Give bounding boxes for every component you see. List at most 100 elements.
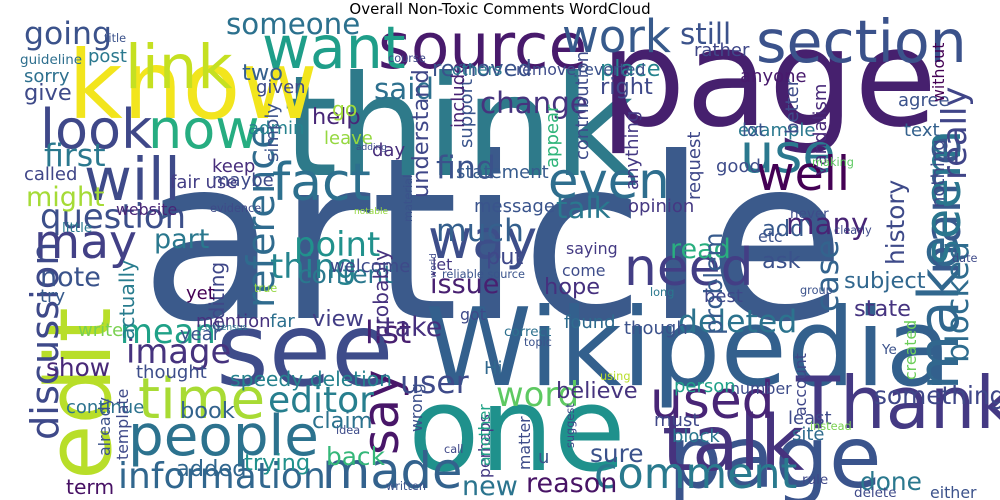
cloud-word: far [270, 311, 295, 332]
cloud-word: source [378, 10, 587, 83]
cloud-word: now [148, 98, 259, 161]
cloud-word: editor [268, 380, 374, 421]
cloud-word: point [294, 225, 380, 264]
cloud-word: state [854, 296, 911, 322]
cloud-word: made [322, 442, 462, 500]
cloud-word: right [600, 74, 653, 100]
cloud-word: given [256, 77, 306, 98]
cloud-word: already [95, 397, 114, 456]
cloud-word: vandalism [810, 84, 831, 176]
cloud-word: fair use [170, 172, 237, 193]
cloud-word: reliable source [442, 268, 525, 281]
cloud-word: site [792, 424, 825, 445]
cloud-word: help [312, 104, 361, 130]
cloud-word: people [128, 404, 319, 469]
cloud-word: someone [226, 7, 360, 41]
cloud-word: template [113, 389, 132, 460]
cloud-word: book [180, 398, 235, 424]
cloud-word: year [180, 324, 221, 345]
cloud-word: said [374, 72, 434, 106]
cloud-word: history [881, 180, 910, 265]
cloud-word: evidence [210, 202, 261, 215]
cloud-word: Hi [484, 358, 503, 379]
cloud-word: yet [186, 283, 215, 304]
cloud-word: time [138, 367, 265, 432]
cloud-word: remove [516, 60, 576, 79]
cloud-word: though [624, 318, 688, 339]
cloud-word: little [62, 220, 92, 236]
cloud-word: world [429, 253, 439, 278]
cloud-word: view [312, 306, 364, 332]
cloud-word: found [564, 312, 616, 333]
cloud-word: reason [526, 468, 617, 499]
cloud-word: mention [196, 311, 271, 332]
cloud-word: making [812, 156, 854, 169]
cloud-word: going [24, 16, 112, 52]
cloud-word: least [788, 408, 832, 429]
cloud-word: Wikipedia [425, 286, 952, 411]
cloud-word: group [800, 284, 833, 297]
cloud-word: never [790, 206, 829, 222]
cloud-word: find [436, 150, 496, 186]
cloud-word: clearly [834, 224, 872, 237]
cloud-word: page [668, 409, 882, 500]
cloud-word: name [914, 135, 972, 275]
cloud-word: added [176, 456, 246, 482]
cloud-word: information [118, 456, 326, 497]
cloud-word: anyone [740, 66, 807, 87]
cloud-word: correct [504, 324, 551, 340]
cloud-word: date [952, 252, 978, 265]
cloud-word: using [600, 370, 631, 383]
cloud-word: reference [239, 125, 284, 308]
cloud-word: section [756, 8, 967, 76]
cloud-word: will [84, 146, 181, 214]
cloud-word: anything [622, 111, 643, 190]
cloud-word: website [116, 200, 177, 219]
cloud-word: understand [408, 69, 434, 198]
cloud-word: go [332, 97, 357, 121]
cloud-word: opinion [628, 196, 694, 217]
cloud-word: adding [356, 143, 387, 153]
cloud-word: change [480, 86, 588, 120]
cloud-word: instead [810, 420, 852, 433]
cloud-word: back [326, 442, 386, 471]
cloud-word: come [562, 261, 605, 280]
cloud-word: simply [262, 103, 283, 162]
cloud-word: actually [115, 260, 139, 340]
cloud-word: think [283, 46, 634, 208]
cloud-word: thing [270, 247, 357, 286]
cloud-word: block [672, 426, 720, 447]
cloud-word: guideline [20, 52, 82, 68]
cloud-word: idea [336, 424, 360, 437]
cloud-word: believe [556, 378, 638, 404]
cloud-word: rather [694, 40, 750, 61]
cloud-word: Thank [795, 361, 1000, 445]
cloud-word: welcome [330, 256, 410, 277]
cloud-word: article [140, 110, 846, 372]
cloud-word: make [907, 235, 972, 390]
cloud-word: mean [120, 312, 216, 351]
cloud-word: link [125, 33, 233, 103]
cloud-word: one [408, 361, 626, 498]
cloud-word: appear [542, 104, 563, 168]
cloud-word: perhaps [475, 414, 494, 478]
cloud-word: talk [662, 400, 805, 489]
cloud-word: continue [66, 397, 144, 418]
cloud-word: issue [430, 269, 499, 300]
cloud-word: read [670, 234, 731, 265]
cloud-word: contribution [572, 51, 593, 160]
cloud-word: part [154, 224, 209, 255]
cloud-word: many [786, 207, 868, 241]
cloud-word: u [538, 447, 549, 468]
cloud-word: delete [854, 485, 897, 500]
cloud-word: course [388, 52, 426, 65]
cloud-word: fact [272, 153, 371, 213]
cloud-word: still [680, 17, 731, 51]
cloud-word: need [624, 238, 753, 298]
cloud-word: take [384, 312, 442, 343]
cloud-word: subject [844, 268, 926, 294]
cloud-word: removed [432, 56, 532, 82]
cloud-word: true [254, 282, 277, 295]
cloud-word: want [262, 14, 406, 82]
